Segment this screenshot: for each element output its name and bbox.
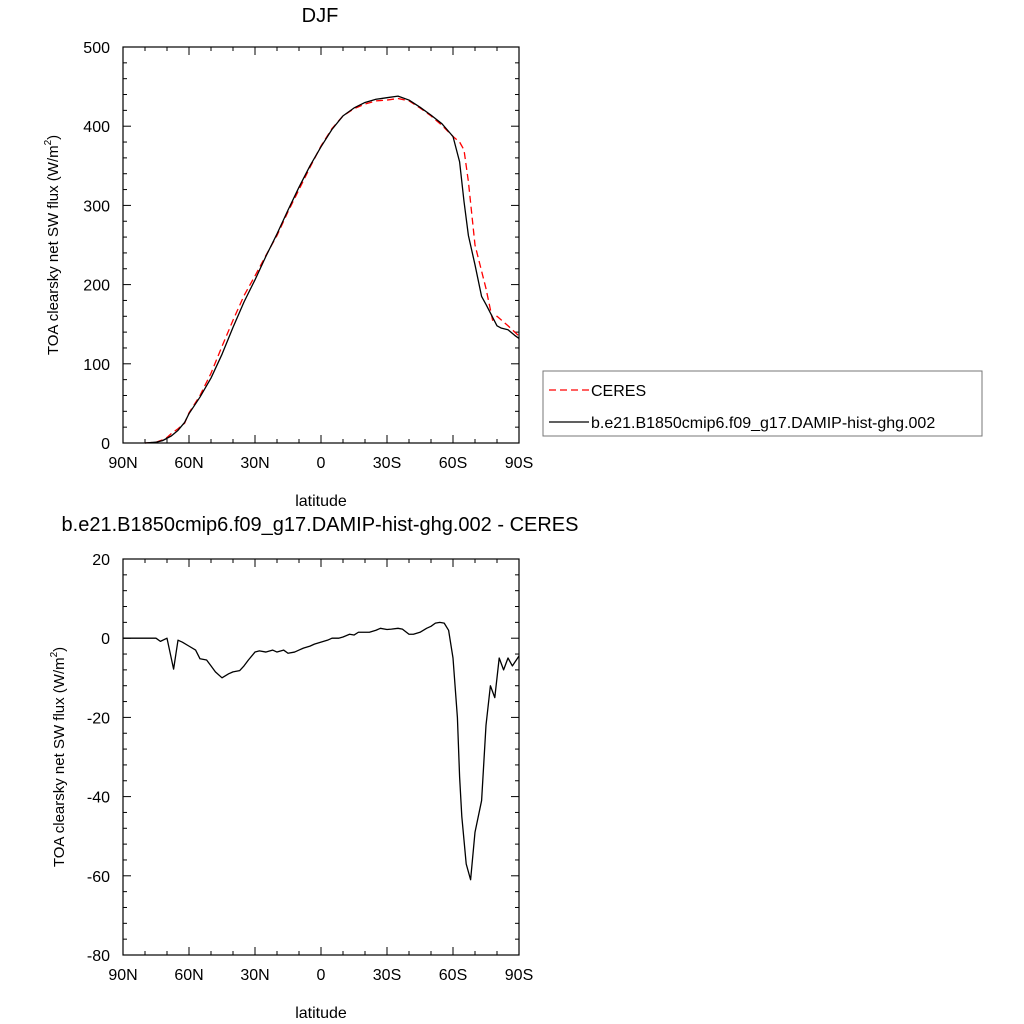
legend-box (542, 370, 983, 437)
x-tick-label: 90S (505, 455, 533, 472)
y-tick-label: 300 (83, 198, 110, 215)
legend: CERES b.e21.B1850cmip6.f09_g17.DAMIP-his… (542, 370, 983, 437)
panel-difference: b.e21.B1850cmip6.f09_g17.DAMIP-hist-ghg.… (49, 514, 578, 1022)
series-lines (144, 95, 520, 444)
y-axis-label: TOA clearsky net SW flux (W/m2) (49, 647, 68, 867)
x-tick-label: 0 (317, 455, 326, 472)
x-tick-label: 30N (240, 455, 269, 472)
y-tick-label: -40 (87, 790, 110, 807)
panel-djf: DJF 90N 60N 30N 0 30S 60S 90S0100200300400500 … (43, 5, 983, 510)
y-tick-label: 20 (92, 552, 110, 569)
series-line-difference (123, 621, 520, 881)
series-lines (123, 621, 520, 881)
chart-title: b.e21.B1850cmip6.f09_g17.DAMIP-hist-ghg.… (62, 514, 579, 536)
y-tick-label: 400 (83, 119, 110, 136)
x-tick-label: 60S (439, 455, 467, 472)
y-axis-label: TOA clearsky net SW flux (W/m2) (43, 135, 62, 355)
x-tick-label: 30S (373, 967, 401, 984)
x-tick-label: 90S (505, 967, 533, 984)
x-tick-label: 90N (108, 455, 137, 472)
x-axis-label: latitude (295, 493, 347, 510)
legend-label-ceres: CERES (591, 383, 646, 400)
x-tick-label: 60S (439, 967, 467, 984)
series-line-model (144, 95, 520, 444)
chart-title: DJF (302, 5, 339, 27)
y-tick-label: 0 (101, 436, 110, 453)
x-tick-label: 60N (174, 455, 203, 472)
axis-ticks: 90N 60N 30N 0 30S 60S 90S 0 100 200 300 400 500 (83, 40, 533, 472)
x-axis-label: latitude (295, 1005, 347, 1022)
plot-frame (122, 558, 520, 956)
legend-label-model: b.e21.B1850cmip6.f09_g17.DAMIP-hist-ghg.… (591, 415, 935, 432)
y-tick-label: -20 (87, 710, 110, 727)
y-tick-label: -80 (87, 948, 110, 965)
y-tick-label: 200 (83, 278, 110, 295)
x-tick-label: 30N (240, 967, 269, 984)
y-tick-label: -60 (87, 869, 110, 886)
x-tick-label: 0 (317, 967, 326, 984)
plot-frame (122, 46, 520, 444)
x-tick-label: 30S (373, 455, 401, 472)
y-tick-label: 500 (83, 40, 110, 57)
y-tick-label: 0 (101, 631, 110, 648)
y-tick-label: 100 (83, 357, 110, 374)
axis-ticks: 90N 60N 30N 0 30S 60S 90S -80 -60 -40 -20 0 20 (87, 552, 533, 984)
x-tick-label: 60N (174, 967, 203, 984)
x-tick-label: 90N (108, 967, 137, 984)
series-line-ceres (144, 97, 520, 444)
